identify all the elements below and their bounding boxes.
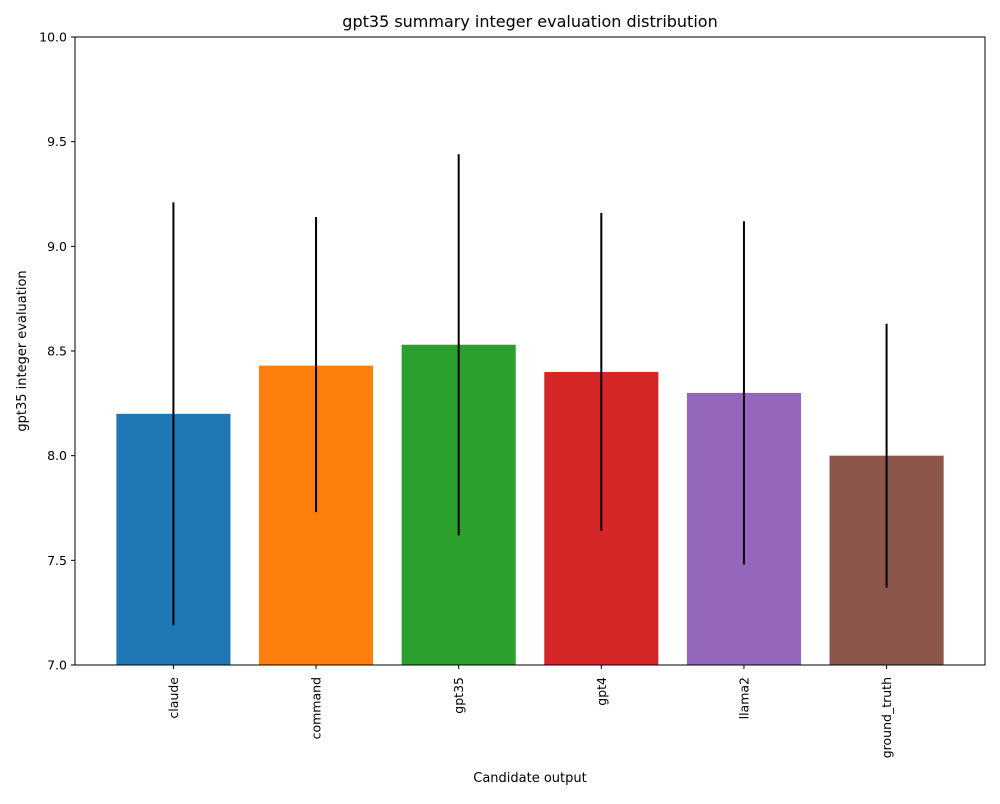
- y-axis-label: gpt35 integer evaluation: [15, 270, 30, 431]
- y-tick-label-10.0: 10.0: [39, 30, 67, 45]
- x-tick-label-command: command: [309, 677, 324, 739]
- y-tick-label-8.0: 8.0: [47, 448, 67, 463]
- y-tick-label-9.5: 9.5: [47, 134, 67, 149]
- x-tick-label-claude: claude: [166, 677, 181, 719]
- x-tick-label-gpt4: gpt4: [594, 677, 609, 706]
- plot-area: claude command gpt35 gpt4 llama2 ground_truth…: [39, 30, 986, 758]
- x-tick-label-ground_truth: ground_truth: [879, 677, 894, 758]
- x-tick-label-llama2: llama2: [736, 677, 751, 719]
- y-tick-label-7.5: 7.5: [47, 553, 67, 568]
- y-tick-label-7.0: 7.0: [47, 658, 67, 673]
- y-tick-label-8.5: 8.5: [47, 344, 67, 359]
- chart-title: gpt35 summary integer evaluation distrib…: [342, 12, 717, 31]
- x-tick-label-gpt35: gpt35: [451, 677, 466, 714]
- y-tick-label-9.0: 9.0: [47, 239, 67, 254]
- axes-frame: [74, 36, 986, 666]
- x-axis-label: Candidate output: [473, 771, 586, 786]
